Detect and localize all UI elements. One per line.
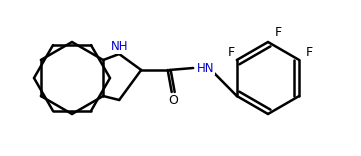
Text: F: F (306, 46, 313, 59)
Text: HN: HN (197, 61, 215, 75)
Text: F: F (227, 46, 234, 59)
Text: NH: NH (110, 41, 128, 54)
Text: O: O (168, 95, 178, 107)
Text: F: F (274, 25, 282, 39)
